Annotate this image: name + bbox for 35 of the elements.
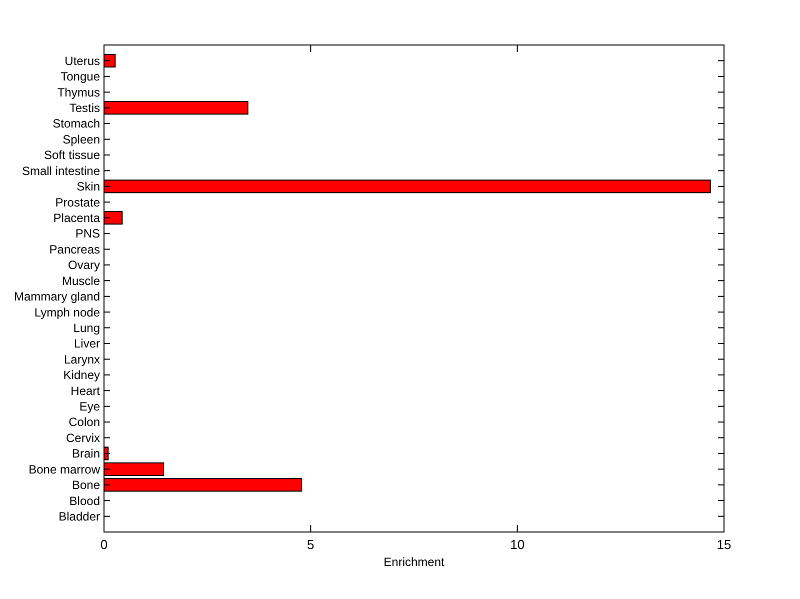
y-tick-label: Mammary gland (14, 290, 100, 304)
y-tick-label: Small intestine (22, 164, 100, 178)
x-tick-label: 0 (100, 537, 108, 552)
y-tick-label: PNS (75, 226, 100, 241)
y-tick-label: Lymph node (34, 305, 100, 320)
y-tick-label: Eye (79, 400, 100, 414)
y-tick-label: Brain (72, 446, 100, 461)
y-tick-label: Blood (69, 494, 100, 508)
y-tick-label: Spleen (62, 132, 100, 146)
y-tick-label: Placenta (53, 211, 100, 226)
y-tick-label: Prostate (55, 195, 100, 210)
y-tick-label: Pancreas (49, 242, 100, 256)
y-tick-label: Lung (73, 320, 100, 335)
y-tick-label: Uterus (64, 54, 100, 68)
y-tick-label: Larynx (64, 352, 100, 366)
y-tick-label: Heart (70, 384, 101, 398)
x-tick-label: 15 (716, 537, 732, 552)
x-axis-title: Enrichment (384, 555, 446, 569)
y-tick-label: Stomach (52, 116, 100, 131)
x-tick-label: 5 (307, 537, 314, 552)
y-tick-label: Tongue (60, 70, 100, 84)
y-tick-label: Skin (76, 180, 100, 194)
y-tick-label: Cervix (66, 430, 100, 445)
y-tick-label: Testis (69, 101, 100, 116)
y-tick-label: Bone marrow (28, 462, 100, 476)
y-tick-label: Kidney (63, 368, 100, 382)
y-tick-label: Bone (72, 478, 100, 492)
x-tick-label: 10 (510, 537, 525, 552)
y-tick-label: Soft tissue (44, 148, 100, 162)
y-tick-label: Liver (74, 336, 100, 351)
y-tick-label: Bladder (58, 509, 100, 524)
y-tick-label: Colon (68, 415, 100, 430)
y-tick-label: Thymus (57, 85, 100, 100)
y-tick-label: Ovary (68, 258, 100, 272)
y-tick-label: Muscle (62, 274, 100, 288)
